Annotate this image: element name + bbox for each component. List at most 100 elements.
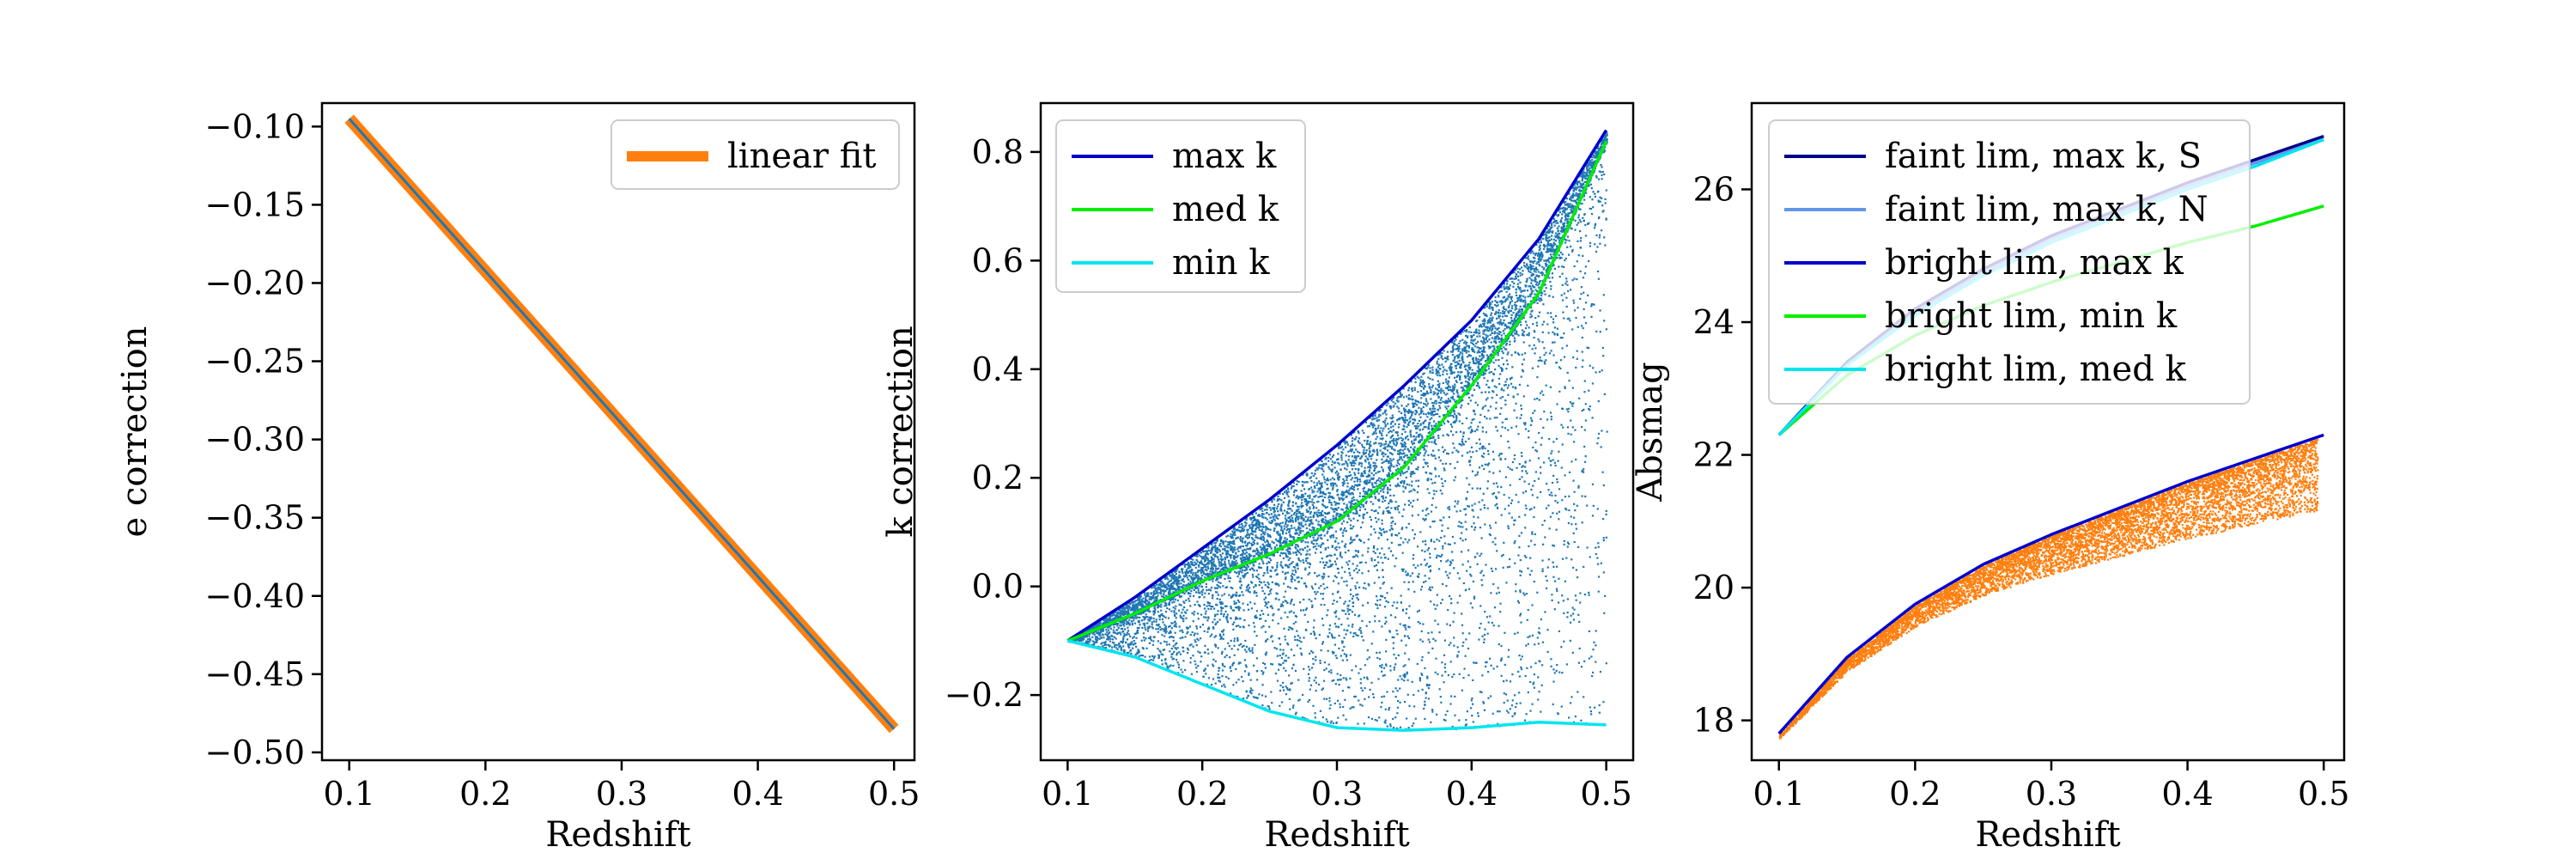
scatter-point bbox=[1407, 438, 1410, 441]
scatter-point bbox=[1564, 215, 1567, 217]
scatter-point bbox=[1284, 573, 1286, 576]
scatter-point bbox=[1534, 643, 1536, 646]
scatter-point bbox=[1307, 518, 1309, 521]
scatter-point bbox=[1268, 506, 1271, 509]
scatter-point bbox=[1296, 576, 1298, 579]
scatter-point bbox=[1516, 332, 1518, 334]
scatter-point bbox=[1454, 421, 1456, 423]
scatter-point bbox=[1197, 650, 1200, 653]
scatter-point bbox=[1446, 350, 1449, 353]
scatter-point bbox=[1549, 515, 1552, 518]
scatter-point bbox=[1437, 395, 1440, 398]
scatter-point bbox=[1255, 521, 1258, 524]
scatter-point bbox=[1568, 471, 1571, 473]
scatter-point bbox=[1128, 643, 1131, 646]
scatter-point bbox=[1211, 564, 1213, 566]
scatter-point bbox=[1103, 637, 1105, 639]
scatter-point bbox=[1246, 557, 1249, 559]
scatter-point bbox=[1405, 574, 1407, 576]
scatter-point bbox=[1548, 527, 1551, 530]
scatter-point bbox=[1381, 519, 1383, 521]
scatter-point bbox=[1182, 620, 1185, 623]
scatter-point bbox=[1591, 483, 1595, 485]
scatter-point bbox=[1431, 497, 1434, 500]
scatter-point bbox=[1303, 717, 1306, 720]
scatter-point bbox=[1448, 506, 1450, 509]
scatter-point bbox=[1364, 502, 1367, 504]
scatter-point bbox=[1422, 421, 1425, 423]
scatter-point bbox=[1487, 356, 1490, 358]
scatter-point bbox=[1543, 520, 1546, 522]
scatter-point bbox=[1288, 512, 1291, 515]
scatter-point bbox=[1444, 462, 1448, 465]
scatter-point bbox=[1229, 576, 1231, 579]
scatter-point bbox=[1564, 228, 1566, 230]
scatter-point bbox=[1430, 589, 1432, 592]
scatter-point bbox=[1219, 606, 1223, 609]
scatter-point bbox=[1575, 192, 1577, 194]
scatter-point bbox=[1361, 521, 1364, 524]
scatter-point bbox=[1390, 534, 1393, 537]
scatter-point bbox=[1542, 303, 1545, 306]
scatter-point bbox=[1261, 670, 1263, 673]
scatter-point bbox=[1461, 436, 1465, 438]
scatter-point bbox=[1400, 527, 1403, 531]
scatter-point bbox=[1349, 593, 1352, 595]
scatter-point bbox=[1343, 479, 1346, 483]
scatter-point bbox=[1361, 704, 1364, 707]
scatter-point bbox=[1255, 534, 1257, 537]
scatter-point bbox=[1195, 576, 1198, 579]
scatter-point bbox=[1451, 347, 1454, 350]
scatter-point bbox=[1558, 241, 1561, 244]
scatter-point bbox=[1409, 475, 1413, 478]
scatter-point bbox=[1291, 509, 1293, 512]
scatter-point bbox=[1348, 501, 1351, 503]
scatter-point bbox=[1380, 534, 1382, 537]
scatter-point bbox=[1089, 637, 1091, 640]
scatter-point bbox=[1442, 547, 1444, 550]
scatter-point bbox=[1287, 490, 1290, 493]
scatter-point bbox=[1279, 564, 1282, 566]
scatter-point bbox=[1455, 449, 1458, 452]
scatter-point bbox=[1405, 644, 1407, 647]
scatter-point bbox=[1432, 637, 1435, 640]
scatter-point bbox=[1400, 433, 1403, 436]
scatter-point bbox=[1352, 517, 1355, 520]
scatter-point bbox=[1454, 337, 1457, 339]
scatter-point bbox=[1412, 405, 1414, 408]
scatter-point bbox=[1479, 323, 1482, 326]
scatter-point bbox=[1238, 600, 1241, 603]
scatter-point bbox=[1516, 275, 1520, 277]
scatter-point bbox=[1312, 546, 1315, 549]
scatter-point bbox=[1241, 591, 1243, 594]
scatter-point bbox=[1483, 709, 1486, 711]
scatter-point bbox=[1416, 468, 1419, 471]
scatter-point bbox=[1519, 614, 1522, 617]
scatter-point bbox=[1425, 368, 1427, 370]
scatter-point bbox=[1529, 295, 1532, 298]
scatter-point bbox=[1451, 559, 1454, 562]
scatter-point bbox=[1587, 294, 1589, 296]
scatter-point bbox=[1524, 504, 1527, 507]
scatter-point bbox=[1259, 614, 1261, 617]
scatter-point bbox=[1224, 665, 1226, 667]
scatter-point bbox=[1281, 533, 1285, 535]
scatter-point bbox=[1560, 294, 1563, 296]
scatter-point bbox=[1149, 596, 1151, 599]
scatter-point bbox=[1253, 539, 1256, 542]
scatter-point bbox=[1370, 422, 1373, 424]
scatter-point bbox=[1540, 253, 1542, 256]
scatter-point bbox=[1195, 586, 1199, 588]
scatter-point bbox=[1442, 400, 1444, 403]
scatter-point bbox=[1400, 601, 1402, 604]
scatter-point bbox=[1598, 711, 1601, 714]
scatter-point bbox=[1443, 663, 1447, 666]
scatter-point bbox=[1472, 679, 1474, 681]
scatter-point bbox=[1589, 207, 1591, 210]
scatter-point bbox=[1540, 490, 1542, 493]
scatter-point bbox=[1355, 455, 1358, 458]
scatter-point bbox=[1217, 610, 1219, 612]
scatter-point bbox=[1142, 616, 1145, 618]
scatter-point bbox=[1378, 430, 1381, 432]
scatter-point bbox=[1561, 229, 1564, 233]
